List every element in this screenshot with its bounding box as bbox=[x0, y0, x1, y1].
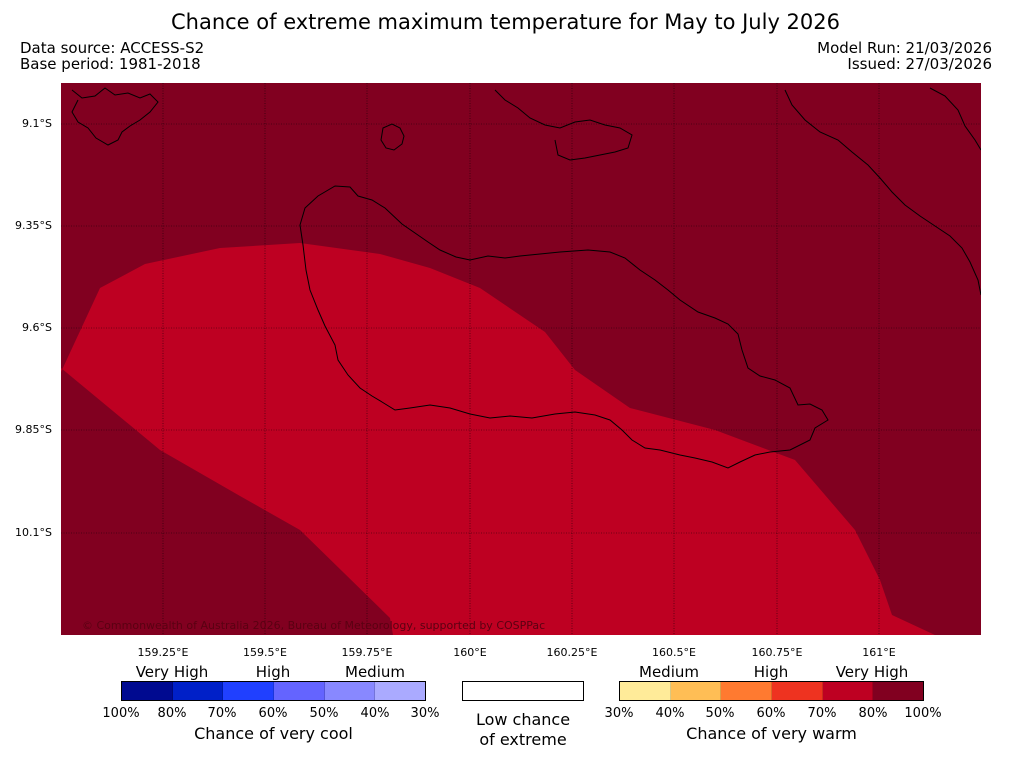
island-main-coast bbox=[299, 185, 829, 469]
coastline bbox=[71, 87, 981, 469]
cool-tick: 40% bbox=[360, 706, 390, 721]
lon-label: 160.75°E bbox=[751, 646, 803, 659]
cool-swatch bbox=[223, 682, 275, 700]
warm-tick: 70% bbox=[807, 706, 837, 721]
lon-label: 159.25°E bbox=[137, 646, 189, 659]
cool-category-label: Very High bbox=[135, 663, 209, 681]
lat-label: 9.35°S bbox=[15, 219, 52, 232]
warm-colorbar bbox=[619, 681, 924, 701]
cool-swatch bbox=[274, 682, 325, 700]
cool-swatch bbox=[375, 682, 426, 700]
cool-colorbar bbox=[121, 681, 426, 701]
neutral-caption-line2: of extreme bbox=[479, 730, 567, 749]
warm-swatch bbox=[822, 682, 874, 700]
lat-label: 9.85°S bbox=[15, 423, 52, 436]
data-source-label: Data source: ACCESS-S2 bbox=[20, 39, 205, 57]
lat-label: 9.6°S bbox=[22, 321, 52, 334]
issued-label: Issued: 27/03/2026 bbox=[847, 55, 992, 73]
cool-tick: 60% bbox=[258, 706, 288, 721]
warm-tick: 40% bbox=[655, 706, 685, 721]
cool-category-label: High bbox=[255, 663, 291, 681]
warm-tick: 50% bbox=[705, 706, 735, 721]
cool-caption: Chance of very cool bbox=[194, 724, 353, 743]
cool-tick: 30% bbox=[410, 706, 440, 721]
cool-swatch bbox=[122, 682, 173, 700]
warm-category-label: Medium bbox=[639, 663, 699, 681]
high-region bbox=[61, 243, 935, 635]
warm-tick: 30% bbox=[604, 706, 634, 721]
lon-label: 159.75°E bbox=[341, 646, 393, 659]
lon-label: 159.5°E bbox=[243, 646, 287, 659]
base-period-label: Base period: 1981-2018 bbox=[20, 55, 201, 73]
copyright-notice: © Commonwealth of Australia 2026, Bureau… bbox=[82, 619, 546, 632]
lon-label: 160°E bbox=[453, 646, 487, 659]
lon-label: 161°E bbox=[862, 646, 896, 659]
lat-label: 9.1°S bbox=[22, 117, 52, 130]
coast-far-east bbox=[929, 87, 981, 151]
warm-tick: 80% bbox=[858, 706, 888, 721]
graticule bbox=[61, 83, 981, 635]
coast-north-centre bbox=[494, 89, 633, 161]
warm-swatch bbox=[670, 682, 722, 700]
warm-tick: 60% bbox=[756, 706, 786, 721]
warm-swatch bbox=[772, 682, 823, 700]
warm-tick: 100% bbox=[904, 706, 942, 721]
cool-swatch bbox=[324, 682, 376, 700]
neutral-caption-line1: Low chance bbox=[475, 710, 571, 729]
warm-category-label: High bbox=[753, 663, 789, 681]
model-run-label: Model Run: 21/03/2026 bbox=[817, 39, 992, 57]
small-island bbox=[380, 123, 405, 151]
cool-tick: 50% bbox=[309, 706, 339, 721]
map-title: Chance of extreme maximum temperature fo… bbox=[170, 10, 840, 34]
cool-tick: 80% bbox=[157, 706, 187, 721]
lat-label: 10.1°S bbox=[15, 526, 52, 539]
coast-north-west bbox=[71, 87, 159, 146]
cool-tick: 70% bbox=[207, 706, 237, 721]
warm-caption: Chance of very warm bbox=[686, 724, 857, 743]
cool-swatch bbox=[172, 682, 224, 700]
lon-label: 160.25°E bbox=[546, 646, 598, 659]
cool-tick: 100% bbox=[102, 706, 140, 721]
warm-category-label: Very High bbox=[835, 663, 909, 681]
coast-north-east bbox=[784, 89, 981, 296]
warm-swatch bbox=[721, 682, 773, 700]
lon-label: 160.5°E bbox=[652, 646, 696, 659]
warm-swatch bbox=[873, 682, 924, 700]
neutral-swatch bbox=[462, 681, 584, 701]
cool-category-label: Medium bbox=[345, 663, 405, 681]
warm-swatch bbox=[620, 682, 671, 700]
